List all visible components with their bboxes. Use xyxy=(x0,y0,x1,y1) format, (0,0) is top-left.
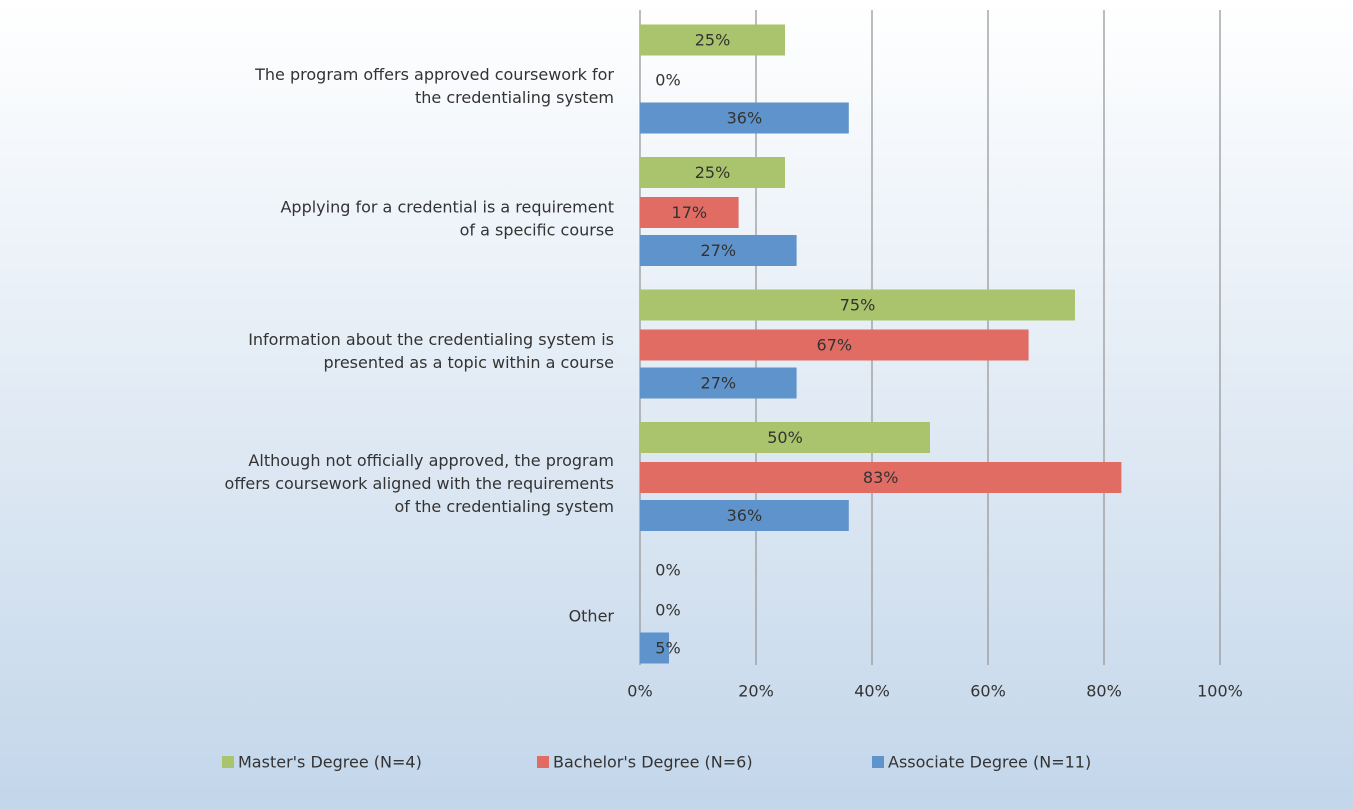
value-label: 36% xyxy=(727,506,763,525)
value-label: 27% xyxy=(701,374,737,393)
category-label: Information about the credentialing syst… xyxy=(248,330,614,349)
legend-swatch xyxy=(537,756,549,768)
value-label: 50% xyxy=(767,428,803,447)
bar xyxy=(640,422,930,453)
category-label: presented as a topic within a course xyxy=(323,353,614,372)
category-label: The program offers approved coursework f… xyxy=(254,65,614,84)
value-label: 36% xyxy=(727,109,763,128)
bar xyxy=(640,289,1075,321)
bar xyxy=(640,235,797,266)
category-label: Although not officially approved, the pr… xyxy=(248,451,614,470)
bar xyxy=(640,157,785,188)
legend-label: Associate Degree (N=11) xyxy=(888,753,1091,772)
category-label: Applying for a credential is a requireme… xyxy=(280,198,614,217)
category-label: of a specific course xyxy=(460,221,614,240)
bar xyxy=(640,462,1122,493)
value-label: 25% xyxy=(695,31,731,50)
x-tick-label: 20% xyxy=(738,682,774,701)
bar xyxy=(640,24,785,56)
legend-label: Master's Degree (N=4) xyxy=(238,753,422,772)
bar xyxy=(640,632,669,664)
category-label: the credentialing system xyxy=(415,88,614,107)
value-label: 5% xyxy=(655,639,680,658)
x-tick-label: 0% xyxy=(627,682,652,701)
value-label: 0% xyxy=(655,561,680,580)
category-label: Other xyxy=(569,607,615,626)
category-label: of the credentialing system xyxy=(395,497,615,516)
value-label: 75% xyxy=(840,296,876,315)
legend-swatch xyxy=(872,756,884,768)
legend-swatch xyxy=(222,756,234,768)
value-label: 17% xyxy=(672,203,708,222)
value-label: 25% xyxy=(695,163,731,182)
x-tick-label: 100% xyxy=(1197,682,1243,701)
value-label: 27% xyxy=(701,241,737,260)
bar xyxy=(640,102,849,134)
x-tick-label: 60% xyxy=(970,682,1006,701)
value-label: 67% xyxy=(817,336,853,355)
bar xyxy=(640,197,739,228)
category-label: offers coursework aligned with the requi… xyxy=(225,474,614,493)
value-label: 0% xyxy=(655,71,680,90)
x-tick-label: 40% xyxy=(854,682,890,701)
bar xyxy=(640,500,849,531)
bar xyxy=(640,329,1029,361)
value-label: 83% xyxy=(863,468,899,487)
x-tick-label: 80% xyxy=(1086,682,1122,701)
value-label: 0% xyxy=(655,601,680,620)
bar xyxy=(640,367,797,399)
legend-label: Bachelor's Degree (N=6) xyxy=(553,753,753,772)
